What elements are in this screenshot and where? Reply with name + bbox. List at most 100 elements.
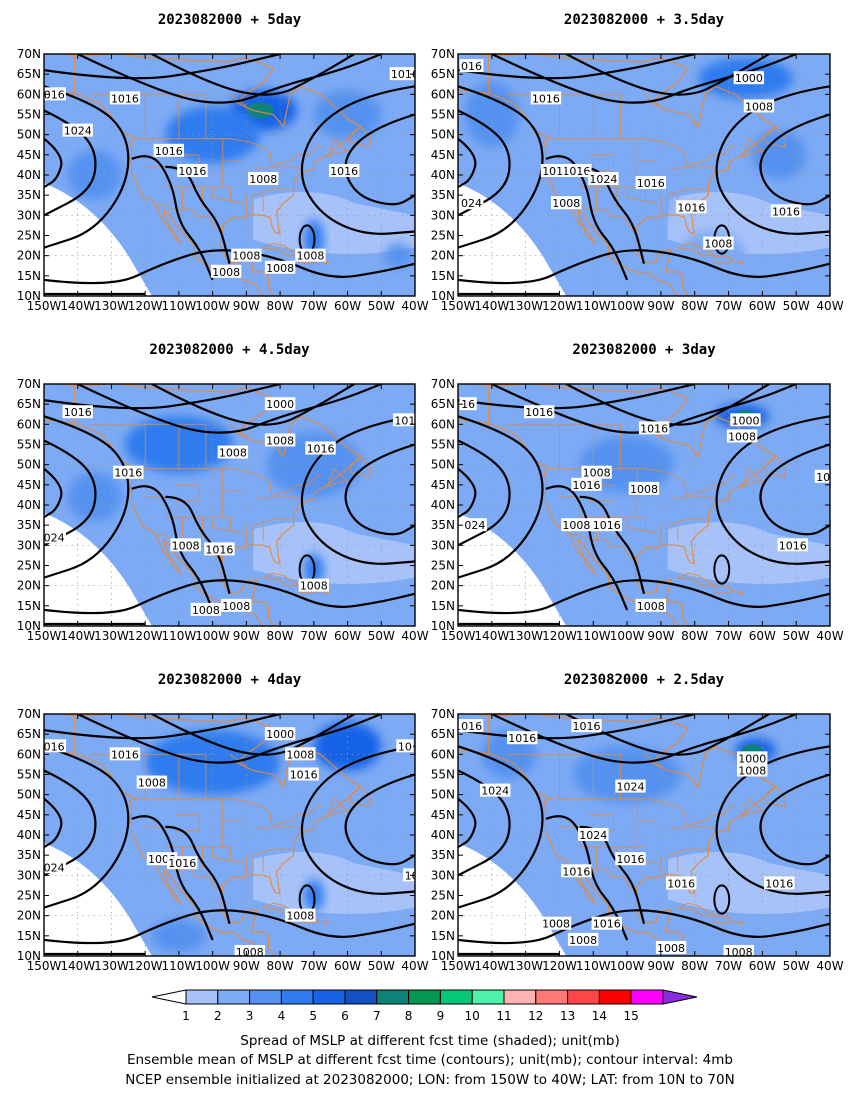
isobar-contour bbox=[344, 443, 415, 536]
contour-label: 1024 bbox=[62, 123, 93, 138]
contour-label: 1008 bbox=[723, 944, 754, 956]
isobar-contour bbox=[44, 714, 281, 740]
colorbar-label: 8 bbox=[405, 1009, 413, 1023]
border-line bbox=[569, 203, 636, 232]
isobar-contour bbox=[458, 384, 695, 410]
svg-text:1024: 1024 bbox=[616, 781, 644, 794]
svg-text:024: 024 bbox=[44, 861, 65, 874]
panel-title: 2023082000 + 3day bbox=[572, 342, 716, 358]
svg-text:1000: 1000 bbox=[731, 414, 759, 427]
y-tick-label: 20N bbox=[431, 249, 455, 263]
x-tick-label: 130W bbox=[508, 299, 543, 313]
svg-text:1016: 1016 bbox=[111, 92, 139, 105]
spread-low-region bbox=[458, 513, 567, 626]
spread-light-region bbox=[253, 522, 415, 585]
coastline bbox=[458, 714, 777, 956]
island-outline bbox=[741, 467, 764, 488]
island-outline bbox=[326, 467, 349, 488]
contour-label: 1016 bbox=[153, 143, 184, 158]
svg-text:1008: 1008 bbox=[286, 910, 314, 923]
y-tick-label: 70N bbox=[17, 707, 41, 721]
svg-text:1008: 1008 bbox=[266, 434, 294, 447]
isobar-contour bbox=[759, 113, 830, 206]
island-outline bbox=[322, 591, 330, 595]
x-tick-label: 140W bbox=[60, 629, 95, 643]
contour-label: 1000 bbox=[737, 751, 768, 765]
y-tick-label: 65N bbox=[17, 397, 41, 411]
contour-label: 1000 bbox=[264, 727, 296, 741]
x-tick-label: 100W bbox=[610, 629, 645, 643]
y-tick-label: 50N bbox=[17, 458, 41, 472]
y-tick-label: 15N bbox=[431, 929, 455, 943]
y-tick-label: 20N bbox=[17, 909, 41, 923]
border-line bbox=[579, 166, 658, 204]
isobar-contour bbox=[300, 85, 415, 235]
svg-text:1008: 1008 bbox=[630, 483, 658, 496]
isobar-contour bbox=[44, 415, 130, 579]
colorbar-box bbox=[503, 989, 537, 1005]
contour-label: 1016 bbox=[777, 538, 808, 552]
contour-label: 1008 bbox=[221, 598, 252, 613]
contour-label: 1008 bbox=[628, 481, 660, 496]
svg-text:1016: 1016 bbox=[64, 406, 92, 419]
contour-label: 1016 bbox=[305, 441, 336, 456]
x-tick-label: 90W bbox=[647, 629, 674, 643]
svg-text:1016: 1016 bbox=[290, 769, 318, 782]
y-tick-label: 60N bbox=[431, 87, 455, 101]
spread-low-region bbox=[44, 843, 152, 956]
svg-text:1008: 1008 bbox=[637, 600, 665, 613]
y-tick-label: 70N bbox=[431, 377, 455, 391]
contour-label: 1000 bbox=[730, 413, 761, 427]
island-outline bbox=[741, 137, 764, 158]
isobar-contour bbox=[458, 415, 544, 579]
contour-label: 1016 bbox=[328, 163, 360, 178]
x-tick-label: 70W bbox=[715, 629, 742, 643]
y-tick-label: 55N bbox=[17, 768, 41, 782]
svg-text:1016: 1016 bbox=[532, 92, 560, 105]
svg-text:1016: 1016 bbox=[616, 853, 644, 866]
border-line bbox=[252, 188, 296, 215]
contour-label: 1008 bbox=[264, 433, 296, 447]
isobar-contour bbox=[44, 909, 415, 945]
y-tick-label: 30N bbox=[431, 868, 455, 882]
y-tick-label: 15N bbox=[17, 269, 41, 283]
svg-text:1016: 1016 bbox=[205, 543, 233, 556]
svg-text:1016: 1016 bbox=[667, 877, 695, 890]
colorbar-box bbox=[344, 989, 378, 1005]
x-tick-label: 120W bbox=[128, 299, 163, 313]
y-tick-label: 40N bbox=[17, 828, 41, 842]
isobar-contour bbox=[458, 745, 544, 909]
border-line bbox=[694, 826, 717, 832]
contour-label: 16 bbox=[459, 397, 477, 411]
isobar-contour bbox=[458, 797, 477, 849]
isobar-contour bbox=[565, 714, 770, 756]
svg-text:1000: 1000 bbox=[738, 752, 766, 765]
x-tick-label: 80W bbox=[267, 959, 294, 973]
contour-label: 1008 bbox=[581, 465, 612, 480]
y-tick-label: 45N bbox=[17, 808, 41, 822]
colorbar-box bbox=[630, 989, 664, 1005]
caption-line-3: NCEP ensemble initialized at 2023082000;… bbox=[125, 1072, 734, 1088]
x-tick-label: 40W bbox=[816, 299, 843, 313]
isobar-contour bbox=[44, 137, 63, 189]
colorbar-label: 2 bbox=[214, 1009, 222, 1023]
border-line bbox=[254, 496, 279, 499]
colorbar-label: 14 bbox=[592, 1009, 607, 1023]
svg-text:1024: 1024 bbox=[589, 173, 617, 186]
svg-text:1016: 1016 bbox=[772, 205, 800, 218]
x-tick-label: 100W bbox=[195, 959, 230, 973]
contour-label: 10 bbox=[403, 868, 415, 882]
y-tick-label: 55N bbox=[17, 438, 41, 452]
colorbar-box bbox=[185, 989, 219, 1005]
panel-4: 2023082000 + 3day16101610001016100810081… bbox=[431, 342, 844, 643]
contour-label: 1016 bbox=[44, 87, 66, 101]
y-tick-label: 65N bbox=[17, 67, 41, 81]
x-tick-label: 130W bbox=[508, 629, 543, 643]
svg-text:1016: 1016 bbox=[562, 865, 590, 878]
y-tick-label: 10N bbox=[431, 619, 455, 633]
x-tick-label: 110W bbox=[576, 299, 611, 313]
svg-text:1016: 1016 bbox=[307, 443, 335, 456]
contour-label: 024 bbox=[44, 860, 67, 874]
y-tick-label: 30N bbox=[17, 868, 41, 882]
